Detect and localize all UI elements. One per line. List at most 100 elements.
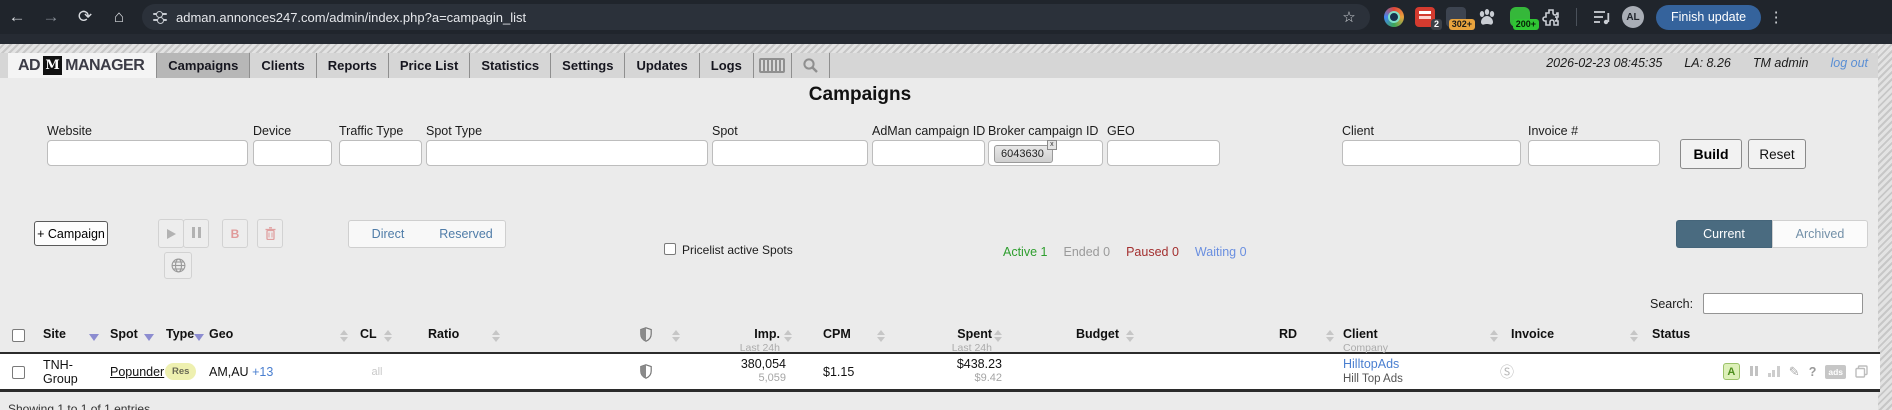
website-input[interactable] [47, 140, 248, 166]
keyboard-shortcuts-button[interactable] [754, 53, 792, 78]
geo-globe-button[interactable] [164, 252, 192, 279]
row-spot-link[interactable]: Popunder [110, 364, 165, 379]
broker-campaign-id-input[interactable]: 6043630 x [988, 140, 1103, 166]
adman-campaign-id-input[interactable] [872, 140, 985, 166]
site-settings-icon[interactable] [152, 10, 168, 24]
chip-remove-icon[interactable]: x [1046, 140, 1057, 150]
address-bar[interactable]: adman.annonces247.com/admin/index.php?a=… [142, 4, 1370, 30]
column-rd[interactable]: RD [1135, 322, 1335, 354]
reset-button[interactable]: Reset [1748, 139, 1806, 169]
clone-window-icon[interactable] [1855, 365, 1868, 378]
tab-logs[interactable]: Logs [700, 53, 754, 78]
extension-badge: 2 [1430, 19, 1442, 30]
tab-reports[interactable]: Reports [317, 53, 389, 78]
current-toggle[interactable]: Current [1676, 220, 1772, 248]
row-shield[interactable] [610, 364, 682, 379]
table-footer-info: Showing 1 to 1 of 1 entries [8, 402, 151, 410]
wheel-extension-icon[interactable] [1384, 7, 1404, 27]
column-shield[interactable] [610, 322, 682, 354]
ads-badge[interactable]: ads [1825, 364, 1846, 379]
bulk-delete-button[interactable] [257, 219, 283, 248]
build-button[interactable]: Build [1680, 139, 1742, 169]
row-spent: $438.23 $9.42 [956, 356, 1002, 385]
archived-toggle[interactable]: Archived [1772, 220, 1868, 248]
pause-icon [190, 225, 202, 243]
filter-label-adman-campaign-id: AdMan campaign ID [872, 124, 986, 138]
back-icon[interactable]: ← [8, 7, 26, 26]
row-status: A ✎ ? ads [1640, 363, 1880, 380]
device-input[interactable] [253, 140, 332, 166]
statistics-icon[interactable] [1767, 366, 1780, 377]
dark-extension-icon[interactable]: 302+ [1446, 7, 1475, 30]
spot-type-input[interactable] [426, 140, 708, 166]
search-input[interactable] [1703, 293, 1863, 314]
row-checkbox[interactable] [11, 365, 25, 379]
column-invoice[interactable]: Invoice [1500, 322, 1640, 354]
admin-navbar: AD M MANAGER Campaigns Clients Reports P… [0, 53, 1878, 78]
column-geo[interactable]: Geo [207, 322, 352, 354]
bulk-pause-button[interactable] [183, 219, 209, 248]
bookmark-star-icon[interactable]: ☆ [1342, 9, 1356, 26]
direct-toggle[interactable]: Direct [348, 220, 428, 248]
avatar[interactable]: AL [1622, 6, 1644, 28]
column-cpm[interactable]: CPM [794, 322, 886, 354]
keyboard-icon [759, 58, 786, 73]
url-text[interactable]: adman.annonces247.com/admin/index.php?a=… [176, 9, 527, 25]
reload-icon[interactable]: ⟳ [77, 7, 93, 26]
forward-icon[interactable]: → [42, 7, 60, 26]
column-type[interactable]: Type [161, 322, 207, 354]
tab-settings[interactable]: Settings [551, 53, 626, 78]
traffic-type-input[interactable] [339, 140, 422, 166]
geo-input[interactable] [1107, 140, 1220, 166]
column-imp[interactable]: Imp. Last 24h [682, 322, 794, 354]
column-client[interactable]: Client Company [1335, 322, 1500, 354]
column-cl[interactable]: CL [352, 322, 402, 354]
table-row[interactable]: TNH-Group Popunder Res AM,AU +13 all 380… [0, 354, 1880, 392]
browser-menu-icon[interactable]: ⋮ [1768, 9, 1784, 26]
campaigns-table: Site Spot Type Geo CL Ratio Imp. Last 24h… [0, 322, 1880, 392]
client-input[interactable] [1342, 140, 1521, 166]
sort-desc-icon [194, 334, 204, 341]
quick-search-button[interactable] [792, 53, 830, 78]
tab-updates[interactable]: Updates [625, 53, 700, 78]
invoice-input[interactable] [1528, 140, 1660, 166]
home-icon[interactable]: ⌂ [113, 7, 125, 26]
bulk-play-button[interactable] [158, 219, 184, 248]
column-budget[interactable]: Budget [1010, 322, 1135, 354]
edit-icon[interactable]: ✎ [1788, 363, 1800, 379]
sort-icon [492, 330, 500, 342]
reserved-toggle[interactable]: Reserved [427, 220, 506, 248]
select-all-checkbox[interactable] [11, 329, 25, 342]
trash-icon [265, 227, 275, 240]
client-link[interactable]: HilltopAds [1343, 356, 1400, 371]
help-icon[interactable]: ? [1808, 364, 1817, 379]
row-invoice-mark[interactable]: Ⓢ [1500, 363, 1514, 380]
tab-price-list[interactable]: Price List [389, 53, 471, 78]
column-spent[interactable]: Spent Last 24h [886, 322, 1010, 354]
logout-link[interactable]: log out [1830, 56, 1868, 70]
tab-statistics[interactable]: Statistics [470, 53, 552, 78]
finish-update-button[interactable]: Finish update [1656, 4, 1762, 30]
reading-list-icon[interactable] [1592, 7, 1612, 27]
sort-icon [340, 330, 348, 342]
top-dark-strip [0, 34, 1892, 44]
paw-extension-icon[interactable] [1477, 7, 1499, 27]
bulk-b-button[interactable]: B [222, 219, 248, 248]
active-counter: Active 1 [1003, 245, 1048, 259]
pricelist-active-spots-checkbox[interactable] [664, 243, 676, 255]
column-site[interactable]: Site [36, 322, 106, 354]
logo-ad-text: AD [18, 56, 41, 74]
column-spot[interactable]: Spot [106, 322, 161, 354]
extensions-puzzle-icon[interactable] [1541, 7, 1561, 27]
tab-campaigns[interactable]: Campaigns [157, 53, 251, 78]
ended-counter: Ended 0 [1063, 245, 1111, 259]
sort-icon [784, 330, 792, 342]
green-extension-icon[interactable]: 200+ [1510, 7, 1539, 30]
add-campaign-button[interactable]: + Campaign [34, 221, 108, 246]
tab-clients[interactable]: Clients [250, 53, 317, 78]
spot-input[interactable] [712, 140, 868, 166]
geo-more-link[interactable]: +13 [252, 364, 274, 379]
red-extension-icon[interactable]: 2 [1415, 7, 1442, 30]
column-ratio[interactable]: Ratio [402, 322, 512, 354]
pause-campaign-icon[interactable] [1749, 365, 1759, 379]
